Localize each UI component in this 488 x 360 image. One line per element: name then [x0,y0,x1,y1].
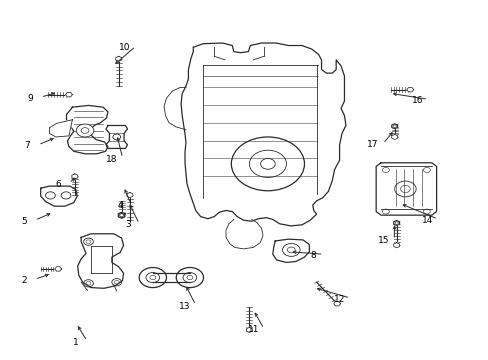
Polygon shape [127,193,133,198]
Text: 15: 15 [377,237,388,246]
Polygon shape [41,186,77,206]
Polygon shape [246,327,252,332]
Polygon shape [153,273,189,282]
Circle shape [176,267,203,288]
Text: 10: 10 [119,43,130,52]
Text: 1: 1 [73,338,79,347]
Text: 4: 4 [117,201,122,210]
Text: 5: 5 [21,217,27,226]
Polygon shape [118,212,125,218]
Polygon shape [333,302,340,306]
Text: 12: 12 [333,294,345,303]
Text: 8: 8 [309,251,315,260]
Text: 17: 17 [366,140,377,149]
Polygon shape [49,120,72,137]
Text: 7: 7 [24,141,30,150]
Polygon shape [391,124,397,129]
Polygon shape [391,134,397,139]
Text: 16: 16 [411,96,423,105]
Circle shape [139,267,166,288]
Polygon shape [72,174,78,179]
Polygon shape [66,105,108,154]
Polygon shape [119,213,124,219]
Text: 3: 3 [125,220,131,229]
Circle shape [282,243,300,256]
Text: 6: 6 [55,180,61,189]
Polygon shape [375,163,436,215]
Polygon shape [272,239,309,262]
Circle shape [76,124,94,137]
Text: 9: 9 [27,94,33,103]
Text: 2: 2 [21,276,27,285]
Polygon shape [393,221,399,226]
Text: 14: 14 [421,216,432,225]
Text: 18: 18 [106,155,118,164]
Polygon shape [406,87,413,92]
Polygon shape [65,93,72,97]
Polygon shape [116,56,122,61]
Polygon shape [78,234,123,288]
Polygon shape [106,126,127,148]
Polygon shape [393,243,399,248]
Text: 13: 13 [179,302,190,311]
Polygon shape [55,267,61,271]
Text: 11: 11 [247,325,259,334]
